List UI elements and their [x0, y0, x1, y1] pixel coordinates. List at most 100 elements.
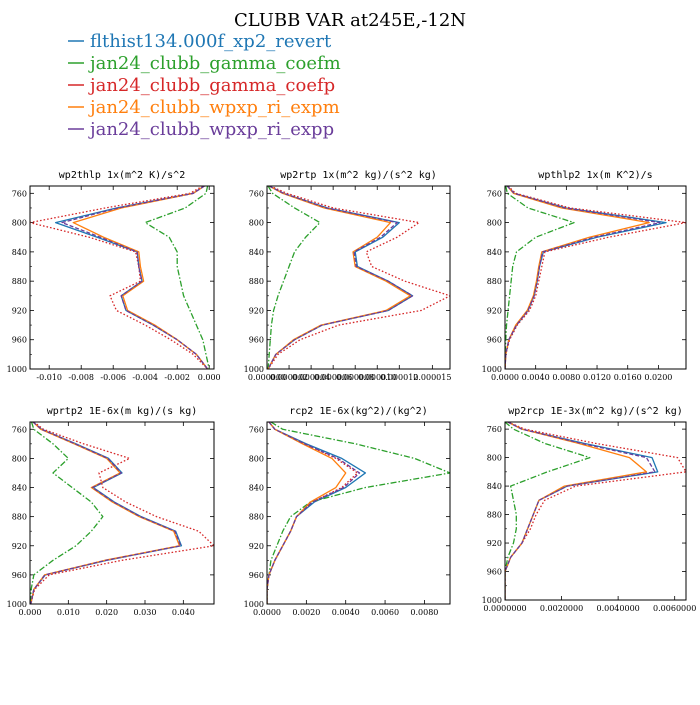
series-line-2	[267, 422, 450, 604]
legend: flthist134.000f_xp2_revertjan24_clubb_ga…	[68, 31, 341, 140]
x-tick-label: 0.0040000	[596, 604, 639, 613]
x-tick-label: 0.0000000	[483, 604, 526, 613]
x-tick-label: 0.0040	[332, 608, 360, 617]
series-line-4	[30, 422, 181, 604]
x-tick-label: 0.0020000	[540, 604, 583, 613]
x-tick-label: 0.0060000	[653, 604, 696, 613]
panel-title: wp2thlp 1x(m^2 K)/s^2	[59, 170, 185, 181]
y-tick-label: 800	[249, 454, 264, 463]
y-tick-label: 880	[487, 511, 502, 520]
y-tick-label: 840	[487, 248, 502, 257]
series-line-2	[267, 186, 321, 369]
y-tick-label: 960	[487, 336, 502, 345]
y-tick-label: 880	[249, 513, 264, 522]
panel-title: wpthlp2 1x(m K^2)/s	[538, 170, 652, 181]
panel-title: rcp2 1E-6x(kg^2)/(kg^2)	[289, 406, 427, 417]
series-line-5	[505, 186, 661, 369]
series-line-2	[505, 186, 575, 369]
panel-3: wpthlp2 1x(m K^2)/s 760 800 840 880 920 960 100…	[482, 170, 687, 382]
y-tick-label: 840	[487, 482, 502, 491]
series-group	[505, 422, 686, 600]
x-tick-label: 0.030	[134, 608, 157, 617]
plot-frame	[266, 421, 451, 605]
y-tick-label: 880	[249, 277, 264, 286]
x-tick-label: 0.0040	[522, 373, 550, 382]
y-tick-label: 920	[12, 542, 27, 551]
series-line-5	[267, 422, 361, 604]
y-tick-label: 960	[12, 571, 27, 580]
plot-frame	[504, 185, 687, 370]
x-tick-label: 0.0160	[614, 373, 642, 382]
series-line-3	[30, 186, 209, 369]
y-tick-label: 920	[487, 539, 502, 548]
y-tick-label: 960	[249, 336, 264, 345]
y-tick-label: 840	[249, 248, 264, 257]
x-tick-label: 0.000010	[358, 373, 396, 382]
series-line-1	[505, 186, 667, 369]
plot-frame	[29, 421, 215, 605]
x-tick-label: 0.000002	[270, 373, 308, 382]
x-tick-label: -0.010	[36, 373, 62, 382]
legend-label-5: jan24_clubb_wpxp_ri_expp	[88, 119, 334, 140]
series-line-1	[267, 186, 414, 369]
series-line-5	[30, 422, 182, 604]
plot-frame	[29, 185, 215, 370]
x-tick-label: 0.020	[95, 608, 118, 617]
x-tick-label: 0.0020	[292, 608, 320, 617]
x-tick-label: 0.0000	[253, 608, 281, 617]
y-tick-label: 1000	[482, 596, 502, 605]
series-line-4	[267, 422, 347, 604]
series-line-2	[144, 186, 210, 369]
series-line-4	[267, 186, 411, 369]
series-line-2	[30, 422, 104, 604]
y-tick-label: 800	[12, 454, 27, 463]
y-tick-label: 880	[487, 277, 502, 286]
y-tick-label: 1000	[244, 365, 264, 374]
series-line-3	[505, 186, 686, 369]
series-line-1	[54, 186, 209, 369]
y-tick-label: 840	[12, 248, 27, 257]
y-tick-label: 800	[249, 219, 264, 228]
panel-1: wp2thlp 1x(m^2 K)/s^2 760 800 840 880 920 960 1…	[7, 170, 221, 382]
figure-title: CLUBB VAR at245E,-12N	[234, 10, 466, 31]
y-tick-label: 1000	[244, 600, 264, 609]
panel-2: wp2rtp 1x(m^2 kg)/(s^2 kg) 760 800 840 880 92…	[244, 170, 452, 382]
series-line-5	[505, 422, 656, 600]
legend-label-2: jan24_clubb_gamma_coefm	[88, 53, 341, 74]
x-tick-label: 0.0060	[371, 608, 399, 617]
x-tick-label: 0.000015	[413, 373, 451, 382]
y-tick-label: 800	[12, 219, 27, 228]
y-tick-label: 920	[487, 306, 502, 315]
x-tick-label: 0.0080	[552, 373, 580, 382]
series-line-2	[505, 422, 591, 600]
series-group	[505, 186, 686, 369]
legend-label-4: jan24_clubb_wpxp_ri_expm	[88, 97, 340, 118]
panel-5: rcp2 1E-6x(kg^2)/(kg^2) 760 800 840 880 920 96…	[244, 406, 451, 617]
y-tick-label: 760	[487, 189, 502, 198]
y-tick-label: 1000	[7, 365, 27, 374]
y-tick-label: 760	[12, 425, 27, 434]
y-tick-label: 760	[487, 425, 502, 434]
x-tick-label: 0.0000	[491, 373, 519, 382]
y-tick-label: 1000	[482, 365, 502, 374]
x-tick-label: 0.000000	[248, 373, 286, 382]
y-tick-label: 920	[249, 542, 264, 551]
x-tick-label: 0.000012	[380, 373, 418, 382]
series-group	[267, 422, 450, 604]
x-tick-label: 0.000004	[292, 373, 330, 382]
y-tick-label: 960	[487, 568, 502, 577]
plot-frame	[504, 421, 687, 601]
x-tick-label: 0.0080	[410, 608, 438, 617]
series-line-5	[61, 186, 209, 369]
x-tick-label: 0.000	[198, 373, 221, 382]
y-tick-label: 920	[12, 306, 27, 315]
series-group	[30, 186, 210, 369]
panels: wp2thlp 1x(m^2 K)/s^2 760 800 840 880 920 960 1…	[7, 170, 697, 617]
panel-title: wprtp2 1E-6x(m kg)/(s kg)	[47, 406, 198, 417]
x-tick-label: 0.000006	[314, 373, 352, 382]
series-group	[267, 186, 450, 369]
series-line-5	[267, 186, 414, 369]
y-tick-label: 760	[12, 189, 27, 198]
x-tick-label: 0.010	[57, 608, 80, 617]
